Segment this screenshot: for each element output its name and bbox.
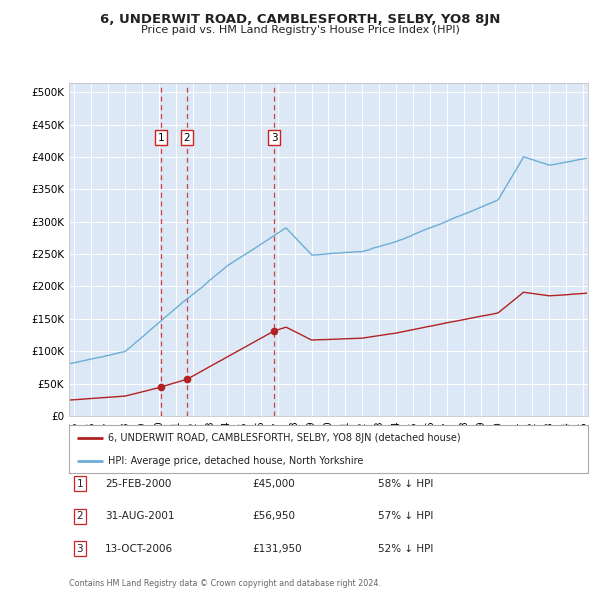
Text: £131,950: £131,950: [252, 543, 302, 553]
Text: 57% ↓ HPI: 57% ↓ HPI: [378, 511, 433, 521]
Text: 13-OCT-2006: 13-OCT-2006: [105, 543, 173, 553]
Text: 2: 2: [184, 133, 190, 143]
Text: 6, UNDERWIT ROAD, CAMBLESFORTH, SELBY, YO8 8JN: 6, UNDERWIT ROAD, CAMBLESFORTH, SELBY, Y…: [100, 13, 500, 26]
Text: 6, UNDERWIT ROAD, CAMBLESFORTH, SELBY, YO8 8JN (detached house): 6, UNDERWIT ROAD, CAMBLESFORTH, SELBY, Y…: [108, 433, 461, 443]
Text: £56,950: £56,950: [252, 511, 295, 521]
Text: £45,000: £45,000: [252, 478, 295, 489]
Text: Contains HM Land Registry data © Crown copyright and database right 2024.
This d: Contains HM Land Registry data © Crown c…: [69, 579, 381, 590]
Text: 3: 3: [76, 543, 83, 553]
Text: 25-FEB-2000: 25-FEB-2000: [105, 478, 172, 489]
Text: 31-AUG-2001: 31-AUG-2001: [105, 511, 175, 521]
Text: Price paid vs. HM Land Registry's House Price Index (HPI): Price paid vs. HM Land Registry's House …: [140, 25, 460, 35]
Text: HPI: Average price, detached house, North Yorkshire: HPI: Average price, detached house, Nort…: [108, 456, 364, 466]
Text: 1: 1: [76, 478, 83, 489]
Text: 58% ↓ HPI: 58% ↓ HPI: [378, 478, 433, 489]
Text: 1: 1: [158, 133, 164, 143]
Text: 52% ↓ HPI: 52% ↓ HPI: [378, 543, 433, 553]
Text: 2: 2: [76, 511, 83, 521]
Text: 3: 3: [271, 133, 277, 143]
